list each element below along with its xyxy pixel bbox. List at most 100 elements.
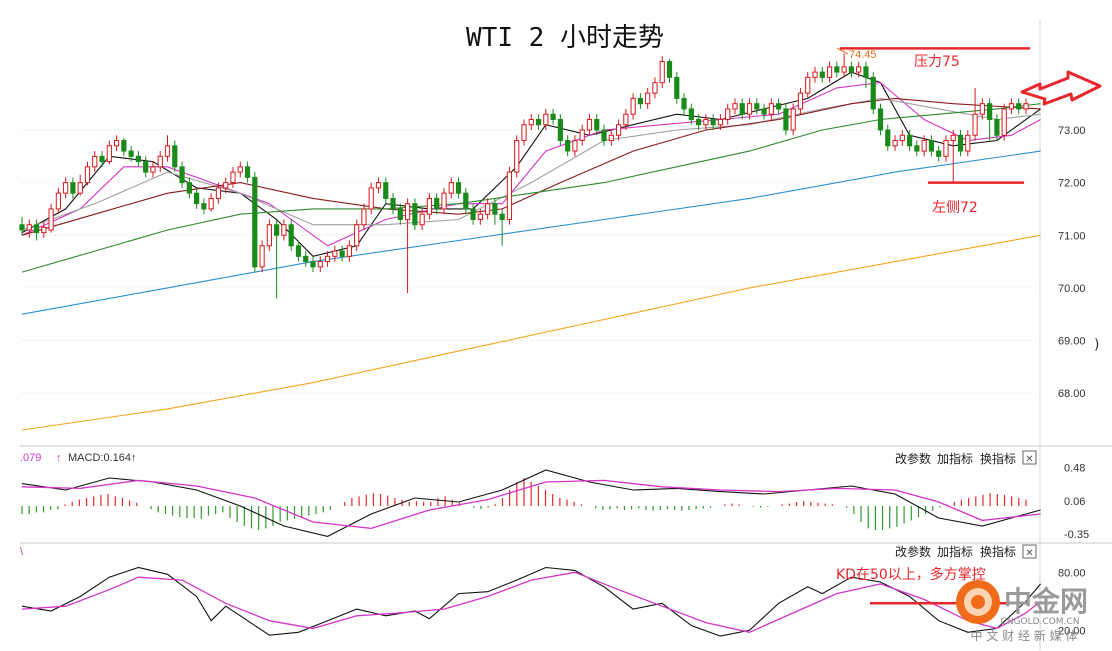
macd-close-icon[interactable]: ✕	[1025, 454, 1033, 465]
chart-title: WTI 2 小时走势	[466, 23, 664, 53]
candle	[514, 135, 520, 178]
candle-body	[84, 166, 91, 184]
candle	[99, 151, 105, 167]
candle-body	[506, 171, 513, 220]
kd-close-box[interactable]	[1022, 544, 1037, 559]
kd-tick-label: 80.00	[1058, 567, 1086, 579]
candle	[892, 135, 898, 152]
candle-body	[63, 182, 69, 194]
candle	[375, 177, 382, 194]
candle-body	[877, 108, 884, 131]
candle	[965, 130, 971, 157]
candle	[390, 193, 396, 215]
candle-body	[244, 166, 251, 178]
candle	[143, 156, 149, 178]
candle-body	[543, 113, 549, 126]
candle	[957, 130, 964, 157]
candle	[317, 256, 323, 273]
candle	[368, 182, 374, 215]
candle-body	[594, 118, 600, 131]
macd-add-button[interactable]: 加指标	[937, 451, 973, 466]
candle	[172, 140, 178, 173]
candle	[928, 135, 935, 157]
candle	[332, 245, 338, 262]
candle	[725, 103, 731, 125]
candle-body	[463, 192, 469, 210]
candle-body	[965, 134, 971, 152]
macd-dea-line	[21, 479, 1041, 530]
candle	[434, 193, 440, 215]
candle-body	[899, 134, 905, 142]
macd-dif-line	[21, 469, 1041, 537]
candle	[943, 135, 949, 162]
candle-body	[652, 82, 658, 94]
candle	[164, 135, 171, 162]
candle	[732, 98, 738, 115]
peak-marker: 74.45	[836, 47, 877, 61]
candle-body	[739, 103, 745, 115]
candle-body	[186, 182, 192, 194]
kd-add-button[interactable]: 加指标	[937, 544, 973, 559]
candle-body	[1001, 108, 1007, 136]
candle-body	[957, 134, 964, 152]
kd-params-button[interactable]: 改参数	[895, 544, 931, 559]
y-tick-label: 68.00	[1058, 388, 1086, 400]
candle	[630, 93, 636, 120]
candle-body	[943, 140, 949, 157]
candle-body	[397, 208, 403, 220]
macd-close-box[interactable]	[1022, 450, 1037, 465]
candle	[615, 119, 622, 141]
candle	[92, 151, 98, 173]
candle-body	[921, 140, 927, 152]
candle-body	[55, 192, 61, 210]
candle-body	[310, 261, 316, 268]
candle	[55, 187, 61, 215]
candle-body	[790, 108, 796, 131]
y-tick-label: 69.00	[1058, 336, 1086, 348]
candle	[179, 161, 185, 188]
candle	[979, 98, 985, 120]
candle-body	[761, 108, 767, 115]
kd-switch-button[interactable]: 换指标	[980, 544, 1016, 559]
candle	[972, 87, 978, 141]
candle	[877, 103, 884, 136]
candle-body	[972, 113, 978, 136]
candle-body	[266, 224, 272, 247]
macd-switch-button[interactable]: 换指标	[980, 451, 1016, 466]
candle-body	[797, 92, 804, 110]
candle-body	[223, 182, 229, 189]
candle-body	[477, 213, 483, 220]
candle	[746, 98, 753, 120]
candle-body	[201, 203, 207, 210]
candle-body	[41, 226, 47, 234]
candle-body	[637, 97, 644, 105]
candle	[899, 130, 905, 146]
candle-body	[135, 155, 142, 163]
candle	[506, 166, 513, 225]
macd-tick-label: 0.06	[1064, 496, 1085, 508]
macd-params-button[interactable]: 改参数	[895, 451, 931, 466]
candle-body	[936, 150, 942, 157]
candle-body	[586, 118, 593, 131]
candle	[48, 203, 54, 233]
candle-body	[819, 71, 825, 78]
candle	[237, 161, 243, 178]
ma-green-line	[21, 103, 1041, 273]
candle-body	[164, 145, 171, 157]
candle-body	[281, 224, 287, 236]
candle	[157, 151, 163, 173]
candle	[1016, 98, 1022, 115]
candle	[121, 137, 127, 157]
candle-body	[987, 103, 993, 120]
candle-body	[390, 197, 396, 210]
kd-close-icon[interactable]: ✕	[1025, 548, 1033, 559]
candle	[19, 216, 25, 236]
candle	[470, 203, 476, 225]
candle	[33, 219, 40, 241]
support-label: 左侧72	[932, 200, 978, 216]
candle-body	[776, 103, 782, 110]
candle	[645, 87, 651, 109]
edge-fragment: )	[1094, 337, 1099, 353]
candle	[230, 166, 236, 188]
candle-body	[288, 224, 294, 247]
